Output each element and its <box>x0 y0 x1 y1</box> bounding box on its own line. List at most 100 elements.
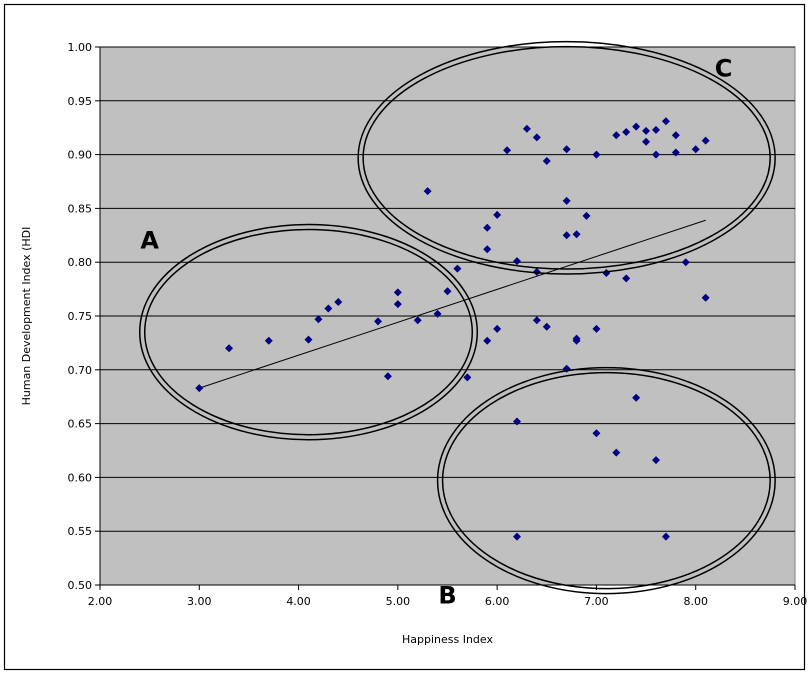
data-point <box>562 231 571 240</box>
data-point <box>542 157 551 166</box>
y-tick-label: 1.00 <box>68 41 93 54</box>
y-axis-title: Human Development Index (HDI <box>20 227 33 406</box>
data-point <box>225 344 234 353</box>
data-point <box>463 373 472 382</box>
cluster-label: A <box>140 227 159 255</box>
x-tick-label: 6.00 <box>485 595 510 608</box>
data-point <box>572 336 581 345</box>
data-point <box>642 137 651 146</box>
data-point <box>264 336 273 345</box>
data-points <box>195 117 710 541</box>
data-point <box>642 126 651 135</box>
cluster-ellipse-inner <box>441 371 771 590</box>
data-point <box>532 267 541 276</box>
data-point <box>592 150 601 159</box>
x-tick-label: 2.00 <box>88 595 113 608</box>
data-point <box>701 293 710 302</box>
data-point <box>562 196 571 205</box>
data-point <box>374 317 382 326</box>
data-point <box>652 456 660 465</box>
data-point <box>622 128 631 137</box>
data-point <box>681 258 690 267</box>
data-point <box>632 122 641 131</box>
x-tick-label: 3.00 <box>187 595 212 608</box>
data-point <box>522 124 531 133</box>
cluster-b-annotation: B <box>436 366 776 610</box>
data-point <box>661 117 670 126</box>
y-tick-label: 0.70 <box>68 364 93 377</box>
data-point <box>691 145 700 154</box>
y-tick-label: 0.55 <box>68 525 93 538</box>
y-tick-label: 0.75 <box>68 310 93 323</box>
data-point <box>304 335 313 344</box>
data-point <box>413 316 422 325</box>
data-point <box>652 150 660 159</box>
data-point <box>652 125 660 134</box>
data-point <box>383 372 392 381</box>
data-point <box>622 274 631 283</box>
data-point <box>393 300 402 309</box>
data-point <box>592 429 601 438</box>
cluster-ellipse-outer <box>436 366 776 595</box>
cluster-ellipse-inner <box>362 45 771 270</box>
x-tick-label: 5.00 <box>386 595 411 608</box>
data-point <box>423 187 432 196</box>
cluster-c-annotation: C <box>357 40 776 275</box>
data-point <box>483 223 492 232</box>
cluster-label: B <box>438 582 456 610</box>
data-point <box>582 211 591 220</box>
x-axis-title: Happiness Index <box>402 633 494 646</box>
data-point <box>493 210 502 219</box>
cluster-ellipse-outer <box>357 40 776 275</box>
x-tick-label: 7.00 <box>584 595 609 608</box>
data-point <box>542 322 551 331</box>
data-point <box>483 336 492 345</box>
data-point <box>612 448 621 457</box>
cluster-label: C <box>715 54 733 82</box>
y-axis-ticks: 0.50 0.55 0.60 0.65 0.70 0.75 0.80 0.85 0.90 0.95… <box>68 41 101 592</box>
y-tick-label: 0.85 <box>68 202 93 215</box>
data-point <box>433 309 442 318</box>
data-point <box>592 324 601 333</box>
data-point <box>314 315 323 324</box>
x-tick-label: 4.00 <box>286 595 311 608</box>
data-point <box>324 304 333 313</box>
data-point <box>632 393 641 402</box>
data-point <box>701 136 710 145</box>
data-point <box>443 287 452 296</box>
data-point <box>393 288 402 297</box>
y-tick-label: 0.80 <box>68 256 93 269</box>
y-tick-label: 0.90 <box>68 149 93 162</box>
data-point <box>513 532 521 541</box>
x-tick-label: 9.00 <box>783 595 808 608</box>
data-point <box>532 316 541 325</box>
y-tick-label: 0.50 <box>68 579 93 592</box>
data-point <box>513 257 521 266</box>
data-point <box>513 417 521 426</box>
data-point <box>453 264 462 273</box>
data-point <box>493 324 502 333</box>
data-point <box>661 532 670 541</box>
cluster-annotations: A B C <box>138 40 776 610</box>
y-tick-label: 0.95 <box>68 95 93 108</box>
cluster-ellipse-outer <box>138 223 479 441</box>
data-point <box>612 131 621 140</box>
data-point <box>503 146 512 155</box>
data-point <box>671 131 680 140</box>
data-point <box>572 230 581 239</box>
data-point <box>483 245 492 254</box>
gridlines <box>100 46 795 532</box>
data-point <box>195 384 204 393</box>
data-point <box>334 298 343 307</box>
y-tick-label: 0.60 <box>68 471 93 484</box>
cluster-a-annotation: A <box>138 223 479 441</box>
trend-line <box>199 219 706 389</box>
y-tick-label: 0.65 <box>68 418 93 431</box>
x-tick-label: 8.00 <box>683 595 708 608</box>
data-point <box>671 148 680 157</box>
data-point <box>532 133 541 142</box>
cluster-ellipse-inner <box>143 228 474 436</box>
x-axis-ticks: 2.00 3.00 4.00 5.00 6.00 7.00 8.00 9.00 <box>88 584 808 608</box>
data-point <box>562 145 571 154</box>
